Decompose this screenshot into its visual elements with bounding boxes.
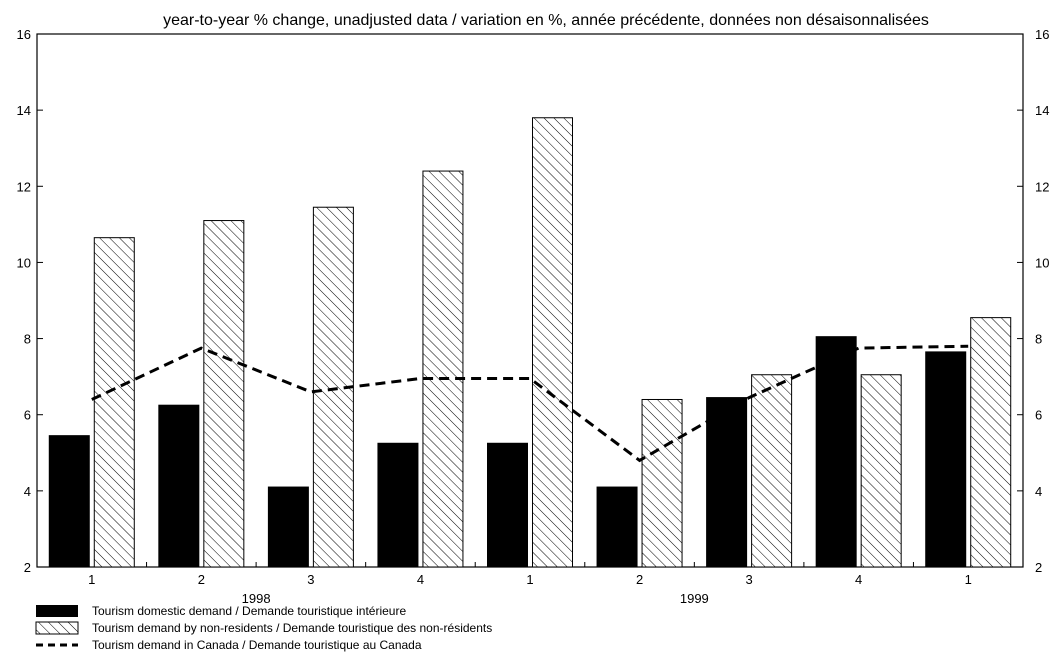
x-tick-label: 3 bbox=[307, 572, 314, 587]
chart-title: year-to-year % change, unadjusted data /… bbox=[163, 12, 929, 29]
bar-non-resident-demand bbox=[860, 374, 902, 568]
x-tick-label: 1 bbox=[965, 572, 972, 587]
plot-frame bbox=[36, 33, 1024, 568]
bar-domestic-demand bbox=[706, 397, 748, 568]
y-tick-label-left: 12 bbox=[17, 179, 31, 194]
x-tick-label: 2 bbox=[636, 572, 643, 587]
y-tick-label-left: 6 bbox=[24, 408, 31, 423]
y-tick-label-right: 8 bbox=[1035, 332, 1042, 347]
y-tick-label-right: 4 bbox=[1035, 484, 1042, 499]
y-tick-label-right: 10 bbox=[1035, 255, 1049, 270]
bar-non-resident-demand bbox=[532, 117, 573, 568]
x-tick-label: 3 bbox=[745, 572, 752, 587]
y-tick-label-left: 2 bbox=[24, 560, 31, 575]
y-tick-label-left: 10 bbox=[17, 255, 31, 270]
legend-swatch-non-residents bbox=[35, 621, 79, 635]
bar-non-resident-demand bbox=[93, 237, 135, 568]
y-tick-label-left: 16 bbox=[17, 27, 31, 42]
year-label: 1999 bbox=[680, 591, 709, 606]
y-tick-label-left: 8 bbox=[24, 332, 31, 347]
x-tick-label: 4 bbox=[855, 572, 862, 587]
legend-label-domestic: Tourism domestic demand / Demande touris… bbox=[92, 604, 406, 618]
legend-label-canada: Tourism demand in Canada / Demande touri… bbox=[92, 638, 422, 652]
bar-non-resident-demand bbox=[203, 220, 245, 568]
bar-non-resident-demand bbox=[641, 398, 683, 568]
year-label: 1998 bbox=[242, 591, 271, 606]
bar-non-resident-demand bbox=[751, 374, 793, 568]
x-tick-label: 1 bbox=[526, 572, 533, 587]
x-tick-label: 1 bbox=[88, 572, 95, 587]
bar-domestic-demand bbox=[925, 351, 967, 568]
bar-non-resident-demand bbox=[970, 317, 1012, 568]
y-tick-label-right: 12 bbox=[1035, 179, 1049, 194]
y-tick-label-left: 4 bbox=[24, 484, 31, 499]
y-tick-label-right: 14 bbox=[1035, 103, 1049, 118]
legend: Tourism domestic demand / Demande touris… bbox=[35, 604, 492, 652]
bar-domestic-demand bbox=[815, 336, 857, 568]
x-tick-label: 2 bbox=[198, 572, 205, 587]
y-tick-label-left: 14 bbox=[17, 103, 31, 118]
bar-domestic-demand bbox=[48, 435, 90, 568]
y-tick-label-right: 16 bbox=[1035, 27, 1049, 42]
bar-domestic-demand bbox=[596, 486, 638, 568]
line-demand-in-canada bbox=[91, 344, 969, 463]
y-tick-label-right: 6 bbox=[1035, 408, 1042, 423]
bar-domestic-demand bbox=[158, 404, 200, 568]
bar-domestic-demand bbox=[487, 442, 528, 568]
legend-swatch-domestic bbox=[36, 605, 78, 617]
legend-label-non-residents: Tourism demand by non-residents / Demand… bbox=[92, 621, 492, 635]
y-tick-label-right: 2 bbox=[1035, 560, 1042, 575]
bar-domestic-demand bbox=[267, 486, 309, 568]
bar-non-resident-demand bbox=[422, 170, 464, 568]
x-tick-label: 4 bbox=[417, 572, 424, 587]
bar-domestic-demand bbox=[377, 442, 419, 568]
